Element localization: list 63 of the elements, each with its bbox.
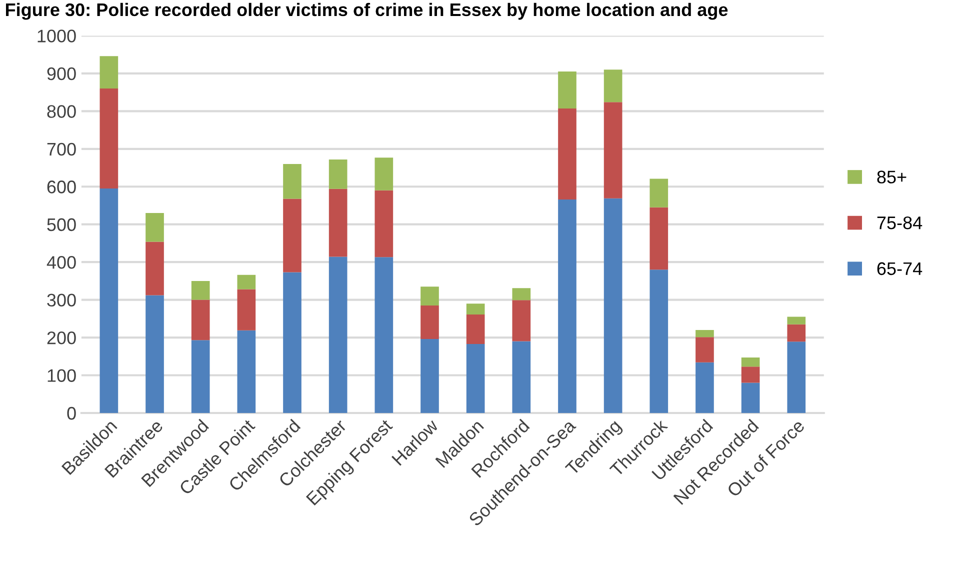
legend-label: 65-74 (877, 262, 922, 276)
bar (374, 190, 394, 258)
bar (741, 366, 760, 383)
bar (741, 358, 760, 367)
bar (558, 108, 576, 200)
bar (650, 207, 668, 270)
y-tick-label: 100 (48, 369, 76, 382)
bar (328, 256, 348, 413)
bar (741, 382, 760, 413)
bar (787, 324, 806, 342)
bar (696, 337, 714, 362)
bar (283, 198, 302, 272)
bar (420, 339, 439, 413)
bar (512, 288, 531, 300)
bar (466, 314, 485, 344)
bar (283, 272, 302, 413)
bar (512, 300, 531, 342)
bar (100, 88, 118, 189)
bar (650, 178, 668, 208)
y-tick-label: 300 (47, 294, 76, 307)
chart-title: Figure 30: Police recorded older victims of crime in Essex by home location and age (6, 2, 728, 20)
bar (100, 56, 118, 89)
bar (604, 198, 622, 413)
y-tick-label: 700 (47, 142, 76, 156)
bar (650, 270, 668, 413)
bar (420, 286, 439, 306)
bar (146, 295, 164, 413)
bar (237, 330, 256, 413)
y-tick-label: 900 (47, 67, 76, 80)
y-tick-label: 800 (47, 105, 76, 118)
bar (191, 300, 210, 340)
bar (558, 72, 576, 109)
y-tick-label: 500 (47, 218, 76, 232)
bar (604, 102, 622, 198)
bar (237, 274, 256, 290)
bar (512, 341, 531, 413)
bar (604, 70, 622, 102)
bar (787, 316, 806, 324)
bar (328, 188, 348, 257)
bar (146, 242, 164, 296)
bar (191, 340, 210, 413)
bar (283, 164, 302, 199)
bar (696, 362, 714, 413)
bar (100, 188, 118, 413)
bar (696, 330, 714, 338)
bar (328, 159, 348, 189)
bar (191, 280, 210, 300)
bar (558, 199, 576, 413)
legend-label: 85+ (877, 170, 906, 184)
y-tick-label: 600 (47, 180, 76, 194)
bar (374, 158, 394, 190)
bar (466, 344, 485, 413)
y-tick-label: 0 (67, 406, 76, 420)
bar (787, 342, 806, 413)
bar (146, 213, 164, 242)
y-tick-label: 1000 (38, 30, 76, 42)
legend-label: 75-84 (877, 216, 922, 230)
bar (466, 304, 485, 315)
y-tick-label: 200 (47, 331, 76, 344)
bar (237, 289, 256, 330)
bar (420, 305, 439, 340)
bar (374, 257, 394, 413)
y-tick-label: 400 (46, 256, 76, 269)
